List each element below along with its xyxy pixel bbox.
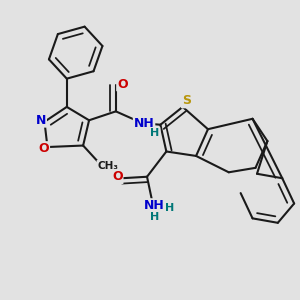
Text: H: H (165, 203, 174, 213)
Text: NH: NH (134, 117, 154, 130)
Text: S: S (182, 94, 191, 107)
Text: O: O (117, 77, 128, 91)
Text: O: O (112, 170, 123, 183)
Text: H: H (150, 212, 159, 223)
Text: O: O (39, 142, 49, 155)
Text: H: H (150, 128, 160, 138)
Text: CH₃: CH₃ (97, 161, 118, 171)
Text: NH: NH (144, 199, 165, 212)
Text: N: N (36, 114, 46, 127)
